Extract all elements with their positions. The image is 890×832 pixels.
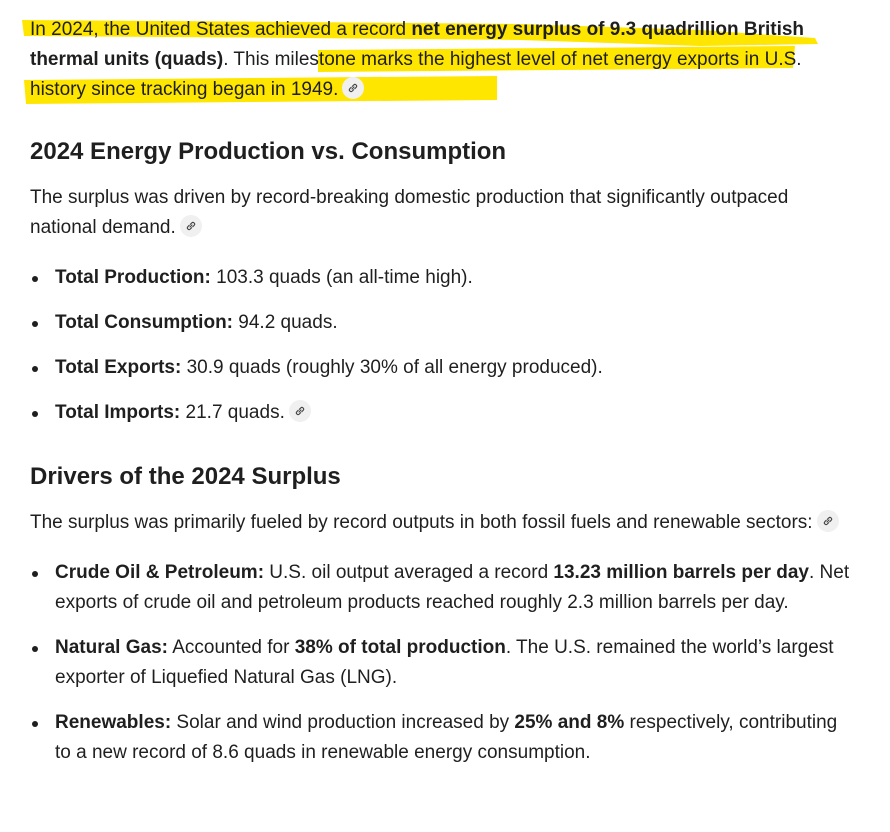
- list-item: Crude Oil & Petroleum: U.S. oil output a…: [30, 558, 850, 618]
- intro-bold-surplus: net energy surplus of 9.3 quadrillion Br…: [30, 19, 805, 70]
- list-item-label: Total Exports:: [55, 357, 182, 378]
- link-icon[interactable]: [342, 76, 365, 99]
- list-item-text: . The U.S. remained the world’s largest …: [55, 637, 834, 688]
- section-heading-production: 2024 Energy Production vs. Consumption: [30, 138, 507, 165]
- list-item-text: . Net exports of crude oil and petroleum…: [55, 562, 850, 613]
- production-list: Total Production: 103.3 quads (an all-ti…: [30, 263, 850, 428]
- list-item: Total Imports: 21.7 quads.: [30, 398, 850, 428]
- list-item: Natural Gas: Accounted for 38% of total …: [30, 633, 850, 693]
- list-item-label: Natural Gas:: [55, 637, 168, 658]
- list-item-label: Total Production:: [55, 267, 211, 288]
- section2-paragraph: The surplus was primarily fueled by reco…: [30, 508, 850, 538]
- list-item-bold: 38% of total production: [294, 637, 506, 658]
- list-item-bold: 25% and 8%: [514, 712, 625, 733]
- link-icon[interactable]: [288, 399, 311, 422]
- section1-paragraph: The surplus was driven by record-breakin…: [30, 183, 850, 243]
- list-item-label: Total Imports:: [55, 402, 181, 423]
- list-item-bold: 13.23 million barrels per day: [553, 562, 809, 583]
- intro-text-2: .: [223, 49, 234, 70]
- list-item: Total Production: 103.3 quads (an all-ti…: [30, 263, 850, 293]
- list-item: Renewables: Solar and wind production in…: [30, 708, 850, 768]
- list-item-text: 103.3 quads (an all-time high).: [210, 267, 473, 288]
- list-item-text: Solar and wind production increased by: [171, 712, 515, 733]
- section-heading-drivers: Drivers of the 2024 Surplus: [30, 463, 341, 490]
- list-item-text: respectively, contributing to a new reco…: [55, 712, 838, 763]
- list-item-label: Total Consumption:: [55, 312, 234, 333]
- list-item-label: Renewables:: [55, 712, 172, 733]
- list-item-text: 21.7 quads.: [180, 402, 285, 423]
- list-item-text: U.S. oil output averaged a record: [264, 562, 554, 583]
- response-content: In 2024, the United States achieved a re…: [30, 15, 850, 768]
- drivers-list: Crude Oil & Petroleum: U.S. oil output a…: [30, 558, 850, 768]
- list-item-text: 94.2 quads.: [233, 312, 338, 333]
- list-item: Total Consumption: 94.2 quads.: [30, 308, 850, 338]
- list-item: Total Exports: 30.9 quads (roughly 30% o…: [30, 353, 850, 383]
- intro-paragraph: In 2024, the United States achieved a re…: [30, 15, 850, 105]
- section2-para-text: The surplus was primarily fueled by reco…: [30, 512, 813, 533]
- list-item-text: 30.9 quads (roughly 30% of all energy pr…: [181, 357, 603, 378]
- link-icon[interactable]: [816, 509, 839, 532]
- section1-para-text: The surplus was driven by record-breakin…: [30, 187, 789, 238]
- link-icon[interactable]: [179, 214, 202, 237]
- intro-text-3: This milestone marks the highest level o…: [30, 49, 802, 100]
- list-item-label: Crude Oil & Petroleum:: [55, 562, 265, 583]
- list-item-text: Accounted for: [167, 637, 295, 658]
- intro-text-1: In 2024, the United States achieved a re…: [30, 19, 412, 40]
